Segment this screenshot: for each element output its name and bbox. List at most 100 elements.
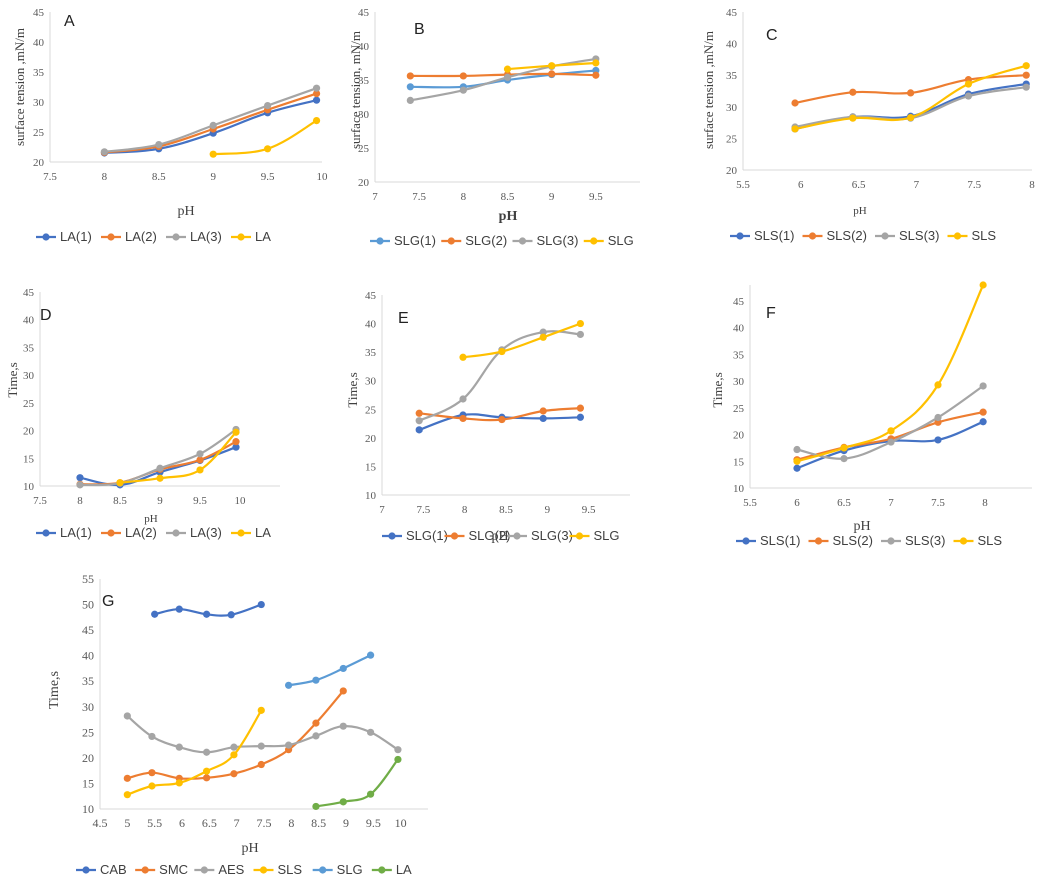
y-tick-label: 20 <box>33 157 45 169</box>
data-point <box>227 611 235 619</box>
y-tick-label: 15 <box>82 776 94 790</box>
y-tick-label: 45 <box>726 7 738 19</box>
data-point <box>123 791 131 799</box>
x-tick-label: 9.5 <box>193 495 207 507</box>
x-tick-label: 8 <box>77 495 83 507</box>
x-tick-label: 7 <box>234 816 240 830</box>
x-tick-label: 7 <box>379 504 385 516</box>
data-point <box>1022 62 1030 70</box>
x-tick-label: 5.5 <box>743 497 757 509</box>
x-axis-title: pH <box>499 209 518 224</box>
data-point <box>156 474 164 482</box>
data-point <box>415 417 423 425</box>
x-tick-label: 8 <box>102 171 108 183</box>
legend-swatch-marker <box>590 237 598 245</box>
legend-entry: SLS(3) <box>905 533 945 548</box>
x-tick-label: 7 <box>914 179 920 191</box>
data-point <box>459 86 467 94</box>
series-line-la3 <box>104 87 317 153</box>
data-point <box>339 722 347 730</box>
y-tick-label: 45 <box>733 296 745 308</box>
data-point <box>840 455 848 463</box>
data-point <box>539 333 547 341</box>
data-point <box>76 474 84 482</box>
legend-swatch-marker <box>82 866 90 874</box>
data-point <box>257 600 265 609</box>
data-point <box>498 415 506 424</box>
x-tick-label: 8.5 <box>113 495 127 507</box>
legend: LA(1) LA(2) LA(3) LA <box>36 525 271 540</box>
y-tick-label: 25 <box>726 133 738 145</box>
x-tick-label: 9.5 <box>261 171 275 183</box>
data-point <box>406 83 414 91</box>
y-tick-label: 40 <box>365 319 377 331</box>
y-tick-label: 10 <box>82 802 94 816</box>
x-tick-label: 5.5 <box>147 816 162 830</box>
data-point <box>148 782 156 790</box>
y-tick-label: 35 <box>82 674 94 688</box>
data-point <box>548 70 556 78</box>
panel-letter: A <box>64 13 75 30</box>
y-tick-label: 35 <box>358 75 370 87</box>
legend-entry: LA(1) <box>60 525 92 540</box>
y-tick-label: 20 <box>365 433 377 445</box>
x-tick-label: 8 <box>982 497 988 509</box>
legend-swatch-marker <box>378 866 386 874</box>
legend-swatch-marker <box>808 232 817 240</box>
legend-swatch-marker <box>814 537 823 545</box>
data-point <box>576 413 585 421</box>
legend-swatch-marker <box>953 232 962 240</box>
y-tick-label: 35 <box>33 67 45 79</box>
data-point <box>791 99 799 107</box>
data-point <box>367 790 375 798</box>
x-tick-label: 9 <box>343 816 349 830</box>
y-tick-label: 10 <box>365 490 377 502</box>
legend-entry: LA <box>255 229 271 244</box>
data-point <box>459 72 467 80</box>
legend-swatch-marker <box>736 232 744 240</box>
y-axis-title: Time,s <box>345 372 360 407</box>
x-tick-label: 6.5 <box>852 179 866 191</box>
series-line-slg <box>288 654 372 687</box>
data-point <box>203 767 211 775</box>
x-tick-label: 9 <box>549 191 555 203</box>
y-tick-label: 30 <box>358 109 370 121</box>
y-axis-title: surface tension, mN/m <box>348 31 363 149</box>
x-tick-label: 7.5 <box>416 504 430 516</box>
data-point <box>394 755 402 764</box>
data-point <box>459 395 467 403</box>
x-axis-title: pH <box>853 205 867 217</box>
legend-entry: SLG(1) <box>394 233 436 248</box>
y-tick-label: 45 <box>82 623 94 637</box>
x-tick-label: 6 <box>794 497 800 509</box>
legend-swatch-marker <box>447 237 455 245</box>
x-tick-label: 7 <box>888 497 894 509</box>
data-point <box>148 732 156 741</box>
data-point <box>592 59 600 67</box>
data-point <box>934 413 942 422</box>
x-tick-label: 8.5 <box>501 191 515 203</box>
legend-entry: LA(2) <box>125 525 157 540</box>
legend-entry: SLS(2) <box>827 228 867 243</box>
legend-entry: SLG(3) <box>537 233 579 248</box>
data-point <box>503 73 512 81</box>
y-tick-label: 20 <box>358 177 370 189</box>
y-tick-label: 45 <box>358 7 370 19</box>
data-point <box>100 148 108 156</box>
series-line-la2 <box>104 92 317 154</box>
data-point <box>979 418 987 426</box>
legend-swatch-marker <box>887 537 895 545</box>
legend: SLG(1) SLG(2) SLG(3) SLG <box>370 233 634 248</box>
data-point <box>285 741 293 749</box>
y-tick-label: 25 <box>358 143 370 155</box>
series-line-slg2 <box>410 72 596 78</box>
data-point <box>76 481 84 489</box>
x-tick-label: 9.5 <box>589 191 603 203</box>
data-point <box>230 743 238 751</box>
data-point <box>203 610 211 618</box>
legend-swatch-marker <box>172 233 180 241</box>
data-point <box>979 281 987 289</box>
data-point <box>964 92 973 100</box>
